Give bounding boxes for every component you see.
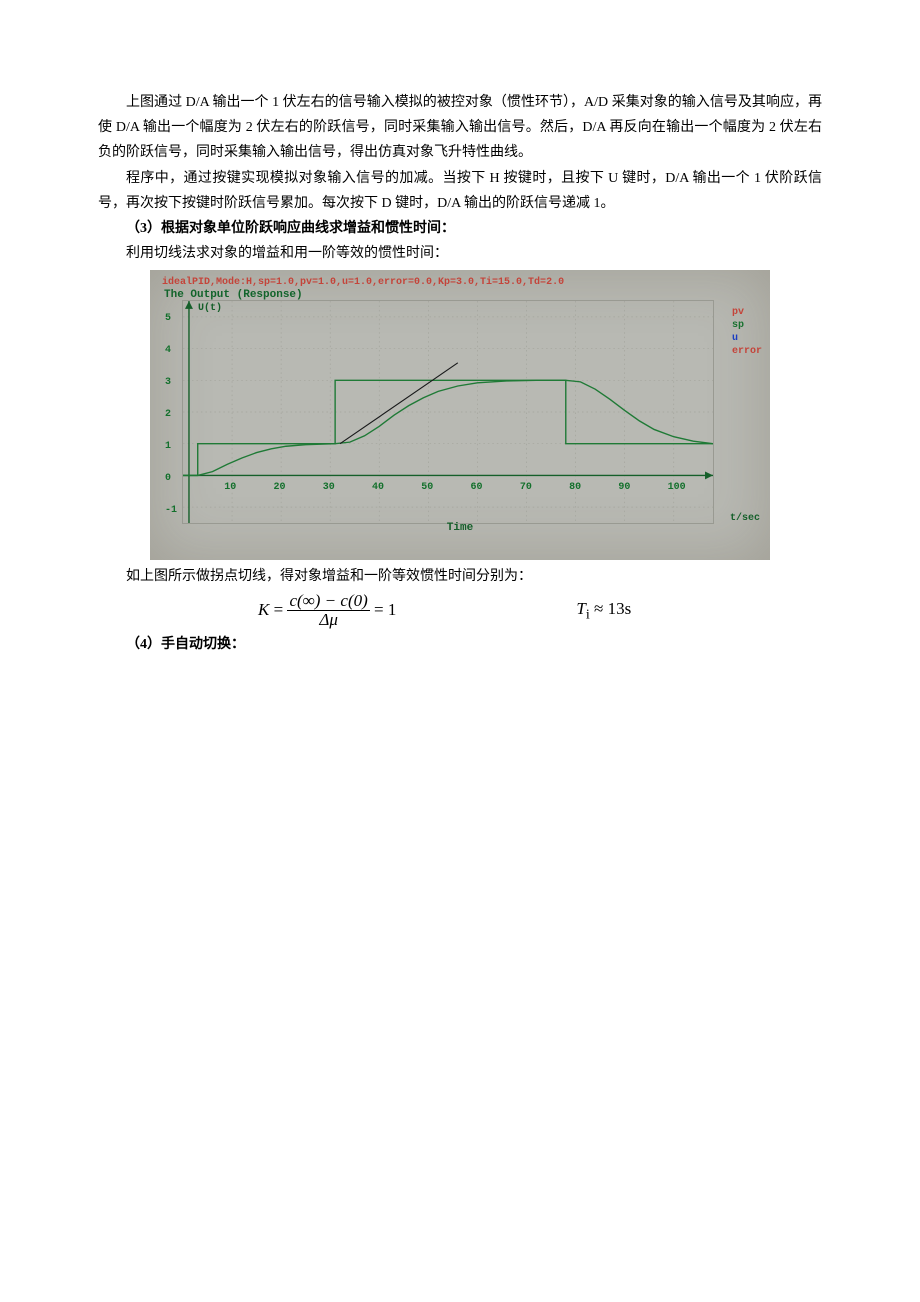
paragraph-4: 如上图所示做拐点切线，得对象增益和一阶等效惯性时间分别为：	[98, 564, 822, 589]
plot-area: 102030405060708090100 -1012345	[182, 300, 714, 524]
y-tick: -1	[165, 502, 177, 520]
equation-ti: Ti ≈ 13s	[576, 594, 631, 628]
x-tick: 70	[520, 479, 532, 497]
chart-svg	[183, 301, 713, 523]
x-tick: 10	[224, 479, 236, 497]
x-tick: 80	[569, 479, 581, 497]
x-tick: 30	[323, 479, 335, 497]
y-tick: 2	[165, 406, 171, 424]
oscilloscope-screenshot: idealPID,Mode:H,sp=1.0,pv=1.0,u=1.0,erro…	[150, 270, 770, 560]
equation-gain: K = c(∞) − c(0) Δμ = 1	[258, 592, 396, 630]
x-tick: 40	[372, 479, 384, 497]
chart-container: idealPID,Mode:H,sp=1.0,pv=1.0,u=1.0,erro…	[98, 270, 822, 560]
legend-pv: pv	[732, 306, 762, 319]
y-tick: 3	[165, 374, 171, 392]
legend-error: error	[732, 345, 762, 358]
y-tick: 5	[165, 310, 171, 328]
y-tick: 4	[165, 342, 171, 360]
y-tick: 0	[165, 470, 171, 488]
y-tick: 1	[165, 438, 171, 456]
x-tick: 20	[274, 479, 286, 497]
section-4-heading: （4）手自动切换：	[98, 632, 822, 657]
x-axis-label: Time	[447, 519, 473, 539]
equation-row: K = c(∞) − c(0) Δμ = 1 Ti ≈ 13s	[98, 592, 822, 630]
paragraph-1: 上图通过 D/A 输出一个 1 伏左右的信号输入模拟的被控对象（惯性环节），A/…	[98, 90, 822, 166]
x-tick: 60	[471, 479, 483, 497]
grid-group	[183, 301, 713, 523]
legend-u: u	[732, 332, 762, 345]
series-group	[183, 363, 713, 476]
legend: pv sp u error	[732, 306, 762, 358]
x-tick: 100	[668, 479, 686, 497]
x-axis-unit: t/sec	[730, 510, 760, 528]
x-tick: 90	[618, 479, 630, 497]
section-3-heading: （3）根据对象单位阶跃响应曲线求增益和惯性时间：	[98, 216, 822, 241]
paragraph-2: 程序中，通过按键实现模拟对象输入信号的加减。当按下 H 按键时，且按下 U 键时…	[98, 166, 822, 216]
x-tick: 50	[421, 479, 433, 497]
legend-sp: sp	[732, 319, 762, 332]
paragraph-3: 利用切线法求对象的增益和用一阶等效的惯性时间：	[98, 241, 822, 266]
